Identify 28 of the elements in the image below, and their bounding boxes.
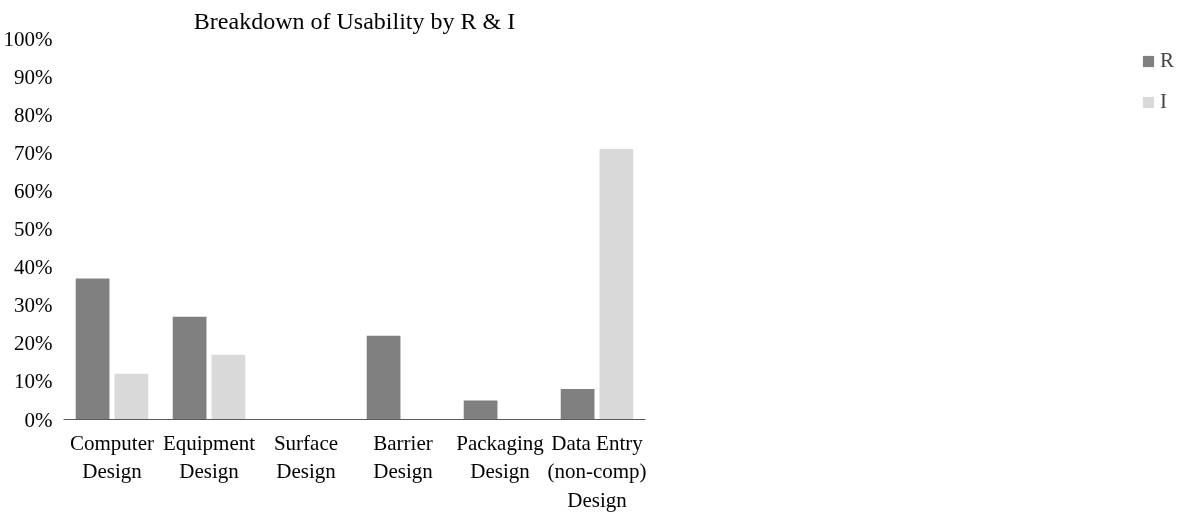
x-tick-label: Data Entry (non-comp) Design bbox=[547, 430, 647, 513]
y-tick-label: 90% bbox=[14, 64, 53, 89]
y-tick-label: 100% bbox=[3, 26, 53, 51]
x-tick-label: Packaging Design bbox=[456, 430, 545, 484]
y-tick-label: 0% bbox=[24, 407, 53, 432]
bar bbox=[599, 148, 634, 420]
y-tick-label: 30% bbox=[14, 293, 53, 318]
x-tick-label: Barrier Design bbox=[373, 430, 434, 484]
y-tick-label: 50% bbox=[14, 217, 53, 241]
x-tick-label: Surface Design bbox=[273, 430, 339, 484]
x-tick-label: Equipment Design bbox=[162, 430, 256, 484]
legend-label: I bbox=[1160, 89, 1168, 114]
bar bbox=[114, 373, 149, 420]
y-tick-label: 10% bbox=[14, 369, 53, 394]
y-tick-label: 20% bbox=[14, 331, 53, 356]
bar bbox=[463, 400, 498, 420]
legend-label: R bbox=[1160, 48, 1175, 73]
bar bbox=[560, 389, 595, 420]
bar bbox=[75, 278, 110, 420]
y-tick-label: 60% bbox=[14, 178, 53, 203]
bar bbox=[366, 335, 401, 420]
y-tick-label: 80% bbox=[14, 102, 53, 127]
bar bbox=[172, 316, 207, 420]
y-tick-label: 70% bbox=[14, 140, 53, 165]
y-tick-label: 40% bbox=[14, 255, 53, 280]
x-tick-label: Computer Design bbox=[70, 430, 155, 484]
chart-title: Breakdown of Usability by R & I bbox=[193, 7, 516, 34]
bar bbox=[211, 354, 246, 420]
